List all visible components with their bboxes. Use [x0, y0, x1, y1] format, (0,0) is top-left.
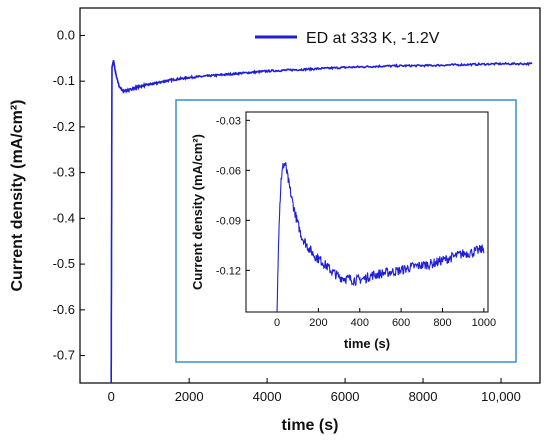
main-y-tick-label: -0.6 — [53, 302, 75, 317]
main-y-tick-label: -0.3 — [53, 165, 75, 180]
inset-border — [175, 99, 517, 363]
main-x-tick-label: 0 — [108, 389, 115, 404]
main-x-tick-label: 4000 — [253, 389, 282, 404]
inset-x-axis-label: time (s) — [344, 336, 390, 351]
main-y-tick-label: 0.0 — [57, 27, 75, 42]
main-y-axis-label: Current density (mA/cm²) — [9, 99, 26, 291]
main-x-tick-label: 2000 — [175, 389, 204, 404]
inset-y-tick-label: -0.09 — [216, 215, 241, 227]
inset-y-tick-label: -0.03 — [216, 115, 241, 127]
inset-x-tick-label: 200 — [309, 317, 327, 329]
inset-y-tick-label: -0.12 — [216, 265, 241, 277]
main-y-tick-label: -0.2 — [53, 119, 75, 134]
inset-plot-frame — [245, 111, 489, 313]
main-y-tick-label: -0.1 — [53, 73, 75, 88]
inset-x-tick-label: 800 — [433, 317, 451, 329]
legend-entry: ED at 333 K, -1.2V — [306, 30, 440, 47]
main-y-tick-label: -0.4 — [53, 210, 75, 225]
main-y-tick-label: -0.5 — [53, 256, 75, 271]
main-x-tick-label: 6000 — [331, 389, 360, 404]
main-x-axis-label: time (s) — [282, 417, 339, 434]
inset-x-tick-label: 1000 — [472, 317, 496, 329]
inset-x-tick-label: 600 — [392, 317, 410, 329]
inset-y-axis-label: Current density (mA/cm²) — [190, 134, 205, 290]
main-y-tick-label: -0.7 — [53, 348, 75, 363]
inset-x-tick-label: 400 — [351, 317, 369, 329]
main-series-line — [110, 59, 533, 383]
main-plot-frame — [79, 7, 541, 384]
main-x-tick-label: 8000 — [409, 389, 438, 404]
inset-y-tick-label: -0.06 — [216, 165, 241, 177]
main-x-tick-label: 10,000 — [481, 389, 521, 404]
inset-series-line — [276, 162, 485, 313]
inset-x-tick-label: 0 — [274, 317, 280, 329]
